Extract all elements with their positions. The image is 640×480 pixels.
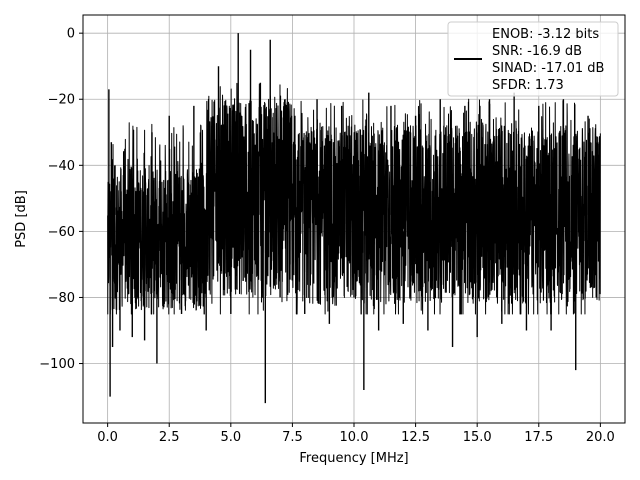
y-axis-ticks: 0 −20 −40 −60 −80 −100 xyxy=(39,27,83,372)
x-tick-label: 15.0 xyxy=(463,430,492,445)
x-tick-label: 7.5 xyxy=(282,430,303,445)
x-tick-label: 20.0 xyxy=(586,430,615,445)
y-axis-label: PSD [dB] xyxy=(14,190,29,248)
legend-sfdr: SFDR: 1.73 xyxy=(492,78,564,93)
legend: ENOB: -3.12 bits SNR: -16.9 dB SINAD: -1… xyxy=(447,21,619,97)
x-tick-label: 10.0 xyxy=(340,430,369,445)
x-tick-label: 0.0 xyxy=(97,430,118,445)
x-tick-label: 2.5 xyxy=(159,430,180,445)
psd-trace-noise xyxy=(107,82,601,315)
y-tick-label: −20 xyxy=(48,93,75,108)
legend-sinad: SINAD: -17.01 dB xyxy=(492,61,604,76)
x-tick-label: 5.0 xyxy=(220,430,241,445)
y-tick-label: −80 xyxy=(48,291,75,306)
x-tick-label: 12.5 xyxy=(401,430,430,445)
y-tick-label: −100 xyxy=(39,357,75,372)
x-tick-label: 17.5 xyxy=(524,430,553,445)
data-layer xyxy=(107,33,601,404)
y-tick-label: −40 xyxy=(48,159,75,174)
x-axis-ticks: 0.0 2.5 5.0 7.5 10.0 12.5 15.0 17.5 20.0 xyxy=(97,423,615,445)
y-tick-label: 0 xyxy=(67,27,75,42)
legend-box xyxy=(447,21,619,97)
legend-enob: ENOB: -3.12 bits xyxy=(492,27,599,42)
x-axis-label: Frequency [MHz] xyxy=(299,451,408,466)
legend-snr: SNR: -16.9 dB xyxy=(492,44,582,59)
y-tick-label: −60 xyxy=(48,225,75,240)
